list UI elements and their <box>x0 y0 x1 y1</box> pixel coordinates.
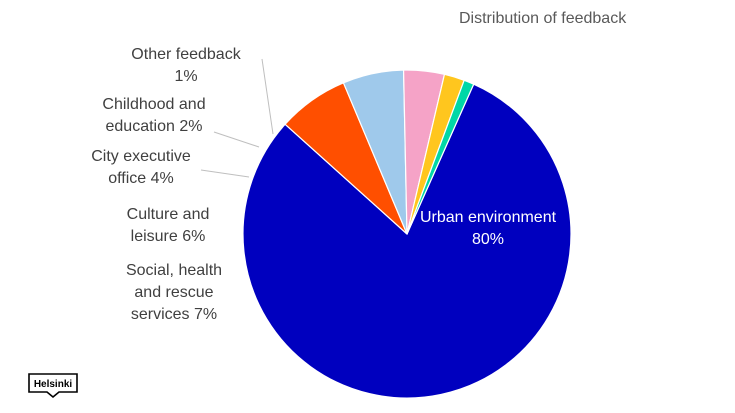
leader-line <box>213 131 260 148</box>
slice-label: Urban environment 80% <box>419 209 557 248</box>
slice-label: City executive office 4% <box>91 148 191 187</box>
slice-label: Social, health and rescue services 7% <box>125 262 223 323</box>
slice-label: Culture and leisure 6% <box>126 206 210 245</box>
pie-slice-urban-environment <box>242 83 572 399</box>
helsinki-logo: Helsinki <box>28 373 80 404</box>
leader-line <box>261 58 274 135</box>
leader-line <box>200 169 250 178</box>
slice-label: Childhood and education 2% <box>102 96 206 135</box>
chart-title: Distribution of feedback <box>459 10 627 27</box>
logo-text: Helsinki <box>34 379 73 390</box>
pie-slice-other-feedback <box>406 79 475 235</box>
slice-label: Other feedback 1% <box>131 46 241 85</box>
